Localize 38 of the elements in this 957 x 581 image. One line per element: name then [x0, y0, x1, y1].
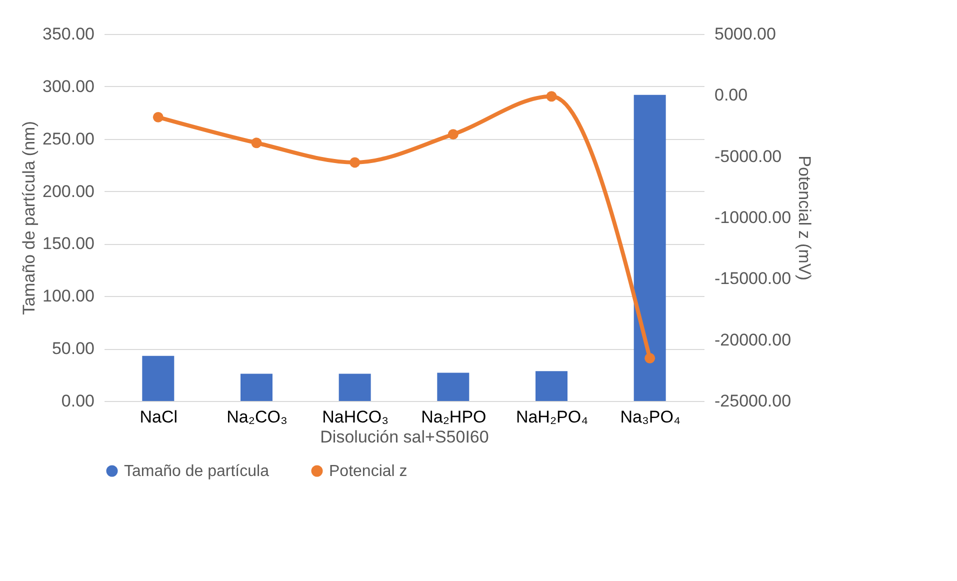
y-tick-label: 200.00	[42, 182, 94, 201]
y-tick-label: 100.00	[42, 286, 94, 306]
point	[644, 352, 656, 364]
legend-label: Potencial z	[329, 463, 408, 480]
x-tick-label: NaH₂PO₄	[516, 408, 588, 426]
y-tick-label: 150.00	[42, 234, 94, 254]
y2-tick-label: 5000.00	[714, 24, 776, 44]
bar	[634, 94, 666, 401]
bar	[536, 371, 568, 401]
x-tick-label: NaCl	[140, 408, 178, 426]
y-axis-title: Tamaño de partícula (nm)	[20, 121, 39, 315]
y-tick-label: 50.00	[52, 339, 94, 358]
y2-tick-label: -20000.00	[714, 330, 792, 350]
point	[546, 91, 557, 102]
y-tick-label: 300.00	[42, 76, 94, 96]
y2-tick-label: -25000.00	[714, 392, 792, 410]
x-axis-title: Disolución sal+S50I60	[320, 428, 489, 446]
x-tick-label: Na₂CO₃	[226, 408, 288, 426]
legend-label: Tamaño de partícula	[124, 463, 270, 480]
point	[251, 138, 262, 148]
y-tick-label: 350.00	[42, 24, 94, 44]
y2-axis-title: Potencial z (mV)	[795, 156, 814, 280]
y2-tick-label: -15000.00	[714, 269, 792, 288]
x-tick-label: Na₂HPO	[421, 408, 486, 426]
bar	[142, 356, 174, 401]
bar	[338, 374, 371, 401]
y2-tick-label: -5000.00	[714, 146, 782, 166]
y-tick-label: 250.00	[42, 129, 94, 148]
y-tick-label: 0.00	[61, 392, 94, 410]
point	[448, 129, 458, 140]
x-tick-label: Na₃PO₄	[620, 408, 680, 426]
bar	[240, 374, 272, 401]
point	[152, 112, 164, 122]
y2-tick-label: 0.00	[714, 86, 748, 105]
bar	[437, 372, 470, 401]
point	[350, 157, 360, 168]
x-tick-label: NaHCO₃	[322, 408, 389, 426]
y2-tick-label: -10000.00	[714, 208, 792, 227]
